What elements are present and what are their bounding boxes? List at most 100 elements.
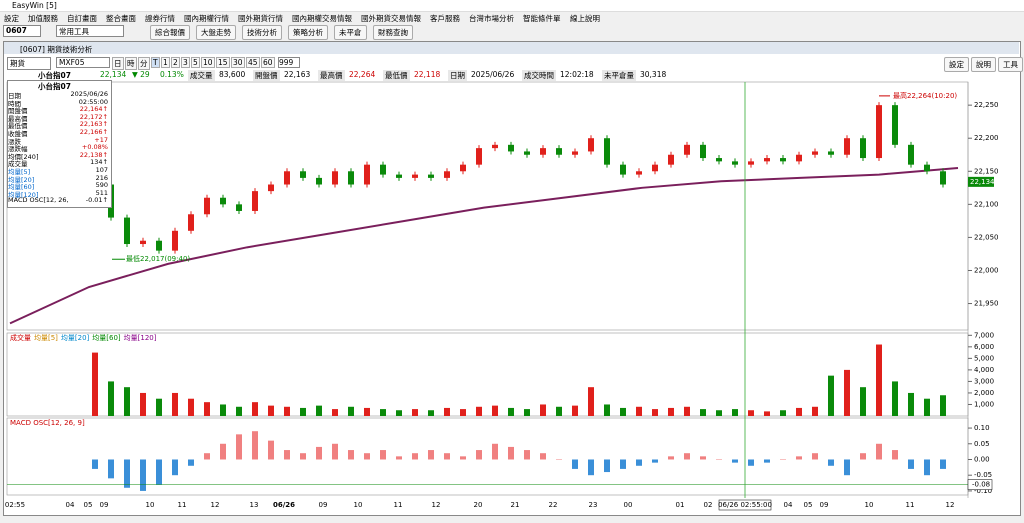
- market-select[interactable]: 期貨: [7, 57, 51, 70]
- macd-bar: [412, 453, 418, 460]
- toolbar-button[interactable]: 未平倉: [334, 25, 367, 40]
- quote-field-label: 日期: [448, 70, 467, 81]
- toolbar-button[interactable]: 綜合報價: [150, 25, 190, 40]
- menu-item[interactable]: 客戶服務: [430, 14, 460, 23]
- macd-bar: [556, 459, 562, 460]
- macd-bar: [428, 450, 434, 460]
- volume-bar: [684, 406, 690, 416]
- menu-item[interactable]: 國外期貨交易情報: [361, 14, 421, 23]
- volume-legend: 均量[120]: [124, 333, 157, 342]
- menu-item[interactable]: 整合畫面: [106, 14, 136, 23]
- volume-bar: [92, 352, 98, 416]
- quote-field-value: 83,600: [219, 70, 246, 79]
- macd-bar: [444, 453, 450, 460]
- panel-button[interactable]: 工具: [998, 57, 1023, 72]
- volume-bar: [780, 410, 786, 416]
- macd-bar: [940, 459, 946, 469]
- price-tick-label: 22,200: [974, 134, 999, 142]
- period-button[interactable]: 60: [261, 57, 275, 68]
- menu-item[interactable]: 自訂畫面: [67, 14, 97, 23]
- info-value: 511: [95, 188, 108, 197]
- toolbar-button[interactable]: 大盤走勢: [196, 25, 236, 40]
- period-button[interactable]: 3: [181, 57, 190, 68]
- volume-tick-label: 1,000: [974, 400, 994, 408]
- quote-field-value: 22,264: [349, 70, 376, 79]
- toolbar-button[interactable]: 技術分析: [242, 25, 282, 40]
- macd-bar: [540, 453, 546, 460]
- x-tick-label: 12: [211, 501, 220, 509]
- volume-legend: 均量[60]: [92, 333, 121, 342]
- x-tick-label: 05: [84, 501, 93, 509]
- info-value: 02:55:00: [78, 97, 108, 106]
- menu-item[interactable]: 證券行情: [145, 14, 175, 23]
- candle-body: [396, 174, 402, 178]
- info-label: 均量[120]: [8, 190, 39, 199]
- symbol-input[interactable]: MXF05: [56, 57, 110, 68]
- x-tick-label: 13: [250, 501, 259, 509]
- period-button[interactable]: 1: [161, 57, 170, 68]
- period-button[interactable]: 45: [246, 57, 260, 68]
- info-label: 均量[60]: [8, 183, 35, 192]
- moving-average-line: [9, 166, 959, 325]
- toolbar-button[interactable]: 策略分析: [288, 25, 328, 40]
- period-button[interactable]: 15: [216, 57, 230, 68]
- count-input[interactable]: 999: [278, 57, 300, 68]
- candle-body: [764, 158, 770, 162]
- candle-body: [924, 164, 930, 172]
- period-button[interactable]: 分: [138, 57, 150, 70]
- menu-item[interactable]: 智能條件單: [523, 14, 561, 23]
- candle-body: [940, 171, 946, 185]
- info-title: 小台指07: [38, 82, 71, 91]
- candle-body: [620, 164, 626, 175]
- macd-bar: [908, 459, 914, 469]
- volume-bar: [812, 406, 818, 416]
- period-button[interactable]: 30: [231, 57, 245, 68]
- x-tick-label: 22: [549, 501, 558, 509]
- menu-item[interactable]: 台灣市場分析: [469, 14, 514, 23]
- menu-item[interactable]: 國外期貨行情: [238, 14, 283, 23]
- candle-body: [204, 197, 210, 215]
- quote-field-value: 22,118: [414, 70, 441, 79]
- macd-bar: [508, 446, 514, 460]
- x-tick-label: 20: [474, 501, 483, 509]
- volume-bar: [732, 409, 738, 416]
- period-button[interactable]: 10: [201, 57, 215, 68]
- candle-body: [524, 151, 530, 155]
- volume-bar: [428, 410, 434, 416]
- candle-body: [380, 164, 386, 175]
- macd-bar: [300, 453, 306, 460]
- panel-frame: [6, 332, 969, 417]
- toolbar-button[interactable]: 財務查詢: [373, 25, 413, 40]
- quote-field-label: 成交量: [188, 70, 215, 81]
- code-input[interactable]: 0607: [3, 25, 41, 37]
- candle-body: [748, 161, 754, 165]
- volume-bar: [844, 369, 850, 416]
- macd-bar: [524, 450, 530, 460]
- period-button[interactable]: 時: [125, 57, 137, 70]
- macd-bar: [124, 459, 130, 488]
- menu-item[interactable]: 國內期權行情: [184, 14, 229, 23]
- menu-item[interactable]: 線上說明: [570, 14, 600, 23]
- tools-select[interactable]: 常用工具: [56, 25, 124, 37]
- candle-body: [316, 177, 322, 185]
- period-button[interactable]: 日: [112, 57, 124, 70]
- info-value: 22,166↑: [79, 128, 108, 136]
- menu-item[interactable]: 國內期權交易情報: [292, 14, 352, 23]
- period-button[interactable]: 2: [171, 57, 180, 68]
- panel-button[interactable]: 設定: [944, 57, 969, 72]
- quote-field-label: 未平倉量: [602, 70, 636, 81]
- volume-bar: [460, 409, 466, 416]
- candle-body: [844, 138, 850, 155]
- macd-bar: [108, 459, 114, 479]
- panel-button[interactable]: 說明: [971, 57, 996, 72]
- period-button[interactable]: T: [151, 57, 160, 68]
- volume-bar: [876, 344, 882, 416]
- volume-bar: [508, 407, 514, 416]
- title-bar: [0, 0, 1024, 12]
- period-button[interactable]: 5: [191, 57, 200, 68]
- menu-item[interactable]: 加值服務: [28, 14, 58, 23]
- price-tick-label: 22,250: [974, 101, 999, 109]
- menu-item[interactable]: 設定: [4, 14, 19, 23]
- candle-body: [892, 105, 898, 145]
